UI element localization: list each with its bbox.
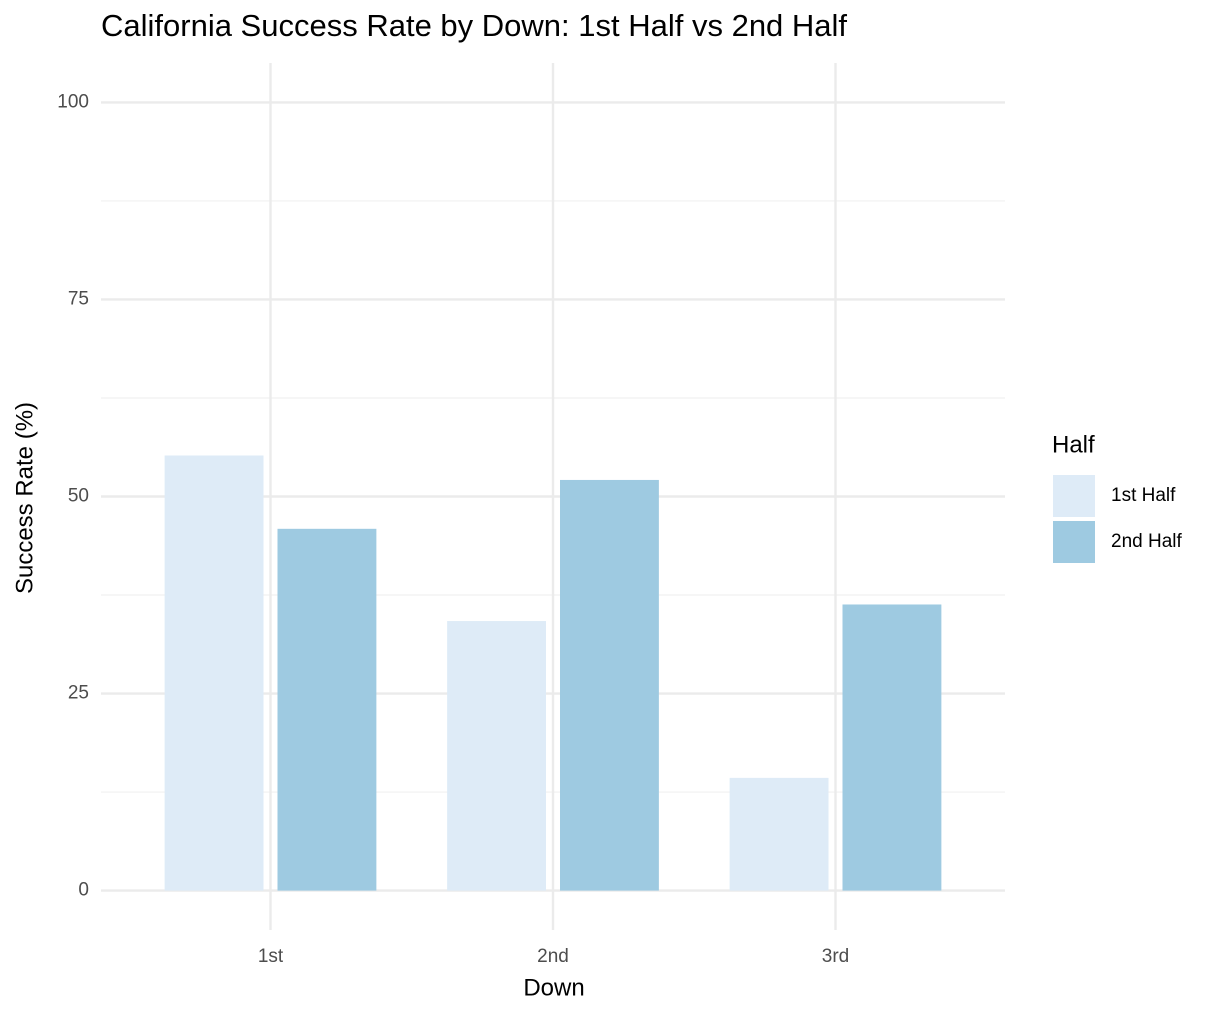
y-tick-label: 50 bbox=[68, 486, 89, 507]
y-tick-label: 100 bbox=[57, 91, 89, 112]
y-tick-label: 25 bbox=[68, 683, 89, 704]
bar bbox=[729, 777, 829, 891]
bar bbox=[560, 479, 659, 891]
chart-title: California Success Rate by Down: 1st Hal… bbox=[101, 8, 847, 43]
x-tick-label: 1st bbox=[258, 946, 284, 967]
legend-key bbox=[1053, 521, 1095, 563]
bar bbox=[277, 528, 377, 891]
legend-label: 2nd Half bbox=[1111, 531, 1182, 552]
x-axis-title: Down bbox=[523, 974, 584, 1001]
x-tick-label: 2nd bbox=[537, 946, 569, 967]
y-tick-label: 75 bbox=[68, 288, 89, 309]
bar bbox=[842, 604, 942, 891]
legend-label: 1st Half bbox=[1111, 485, 1176, 506]
legend-title: Half bbox=[1052, 431, 1095, 458]
y-tick-label: 0 bbox=[78, 880, 89, 901]
x-tick-label: 3rd bbox=[822, 946, 849, 967]
legend-key bbox=[1053, 475, 1095, 517]
bar bbox=[447, 621, 546, 891]
bar bbox=[164, 455, 264, 891]
y-axis-title: Success Rate (%) bbox=[11, 402, 38, 594]
